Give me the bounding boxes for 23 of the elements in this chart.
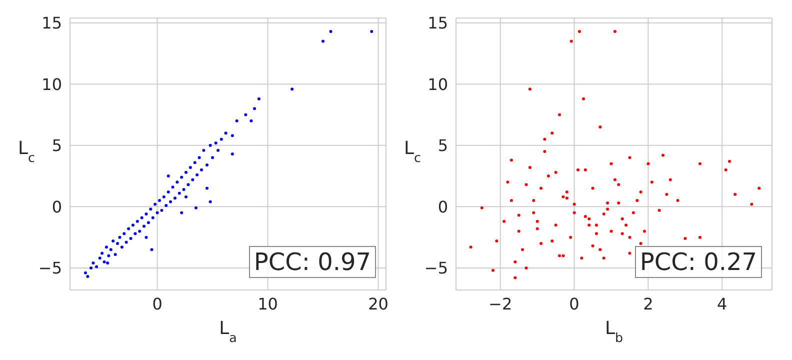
y-tick-label: 0 xyxy=(52,197,62,216)
y-axis-title: L$_{c}$ xyxy=(404,138,422,164)
y-axis-title: L$_{c}$ xyxy=(18,138,36,164)
x-tick-label: 10 xyxy=(258,294,278,314)
x-tick-label: 0 xyxy=(569,294,580,314)
x-tick-label: 4 xyxy=(717,294,728,314)
x-tick-label: 20 xyxy=(368,294,388,314)
y-tick-label: 15 xyxy=(428,14,448,33)
annotation: PCC: 0.27 xyxy=(634,246,762,278)
y-tick-label: 15 xyxy=(42,14,62,33)
y-tick-label: 5 xyxy=(52,136,62,156)
x-axis-title: L$_{b}$ xyxy=(604,318,624,344)
x-tick-label: 2 xyxy=(643,294,654,314)
y-tick-label: −5 xyxy=(38,258,62,278)
y-tick-label: 5 xyxy=(438,136,448,156)
x-tick-label: −2 xyxy=(488,294,512,314)
x-tick-label: 0 xyxy=(152,294,162,314)
y-tick-label: −5 xyxy=(424,258,448,278)
annotation: PCC: 0.97 xyxy=(248,246,376,278)
x-axis-title: L$_{a}$ xyxy=(219,318,237,344)
y-tick-label: 10 xyxy=(428,74,448,94)
y-tick-label: 10 xyxy=(42,74,62,94)
y-tick-label: 0 xyxy=(438,197,448,216)
